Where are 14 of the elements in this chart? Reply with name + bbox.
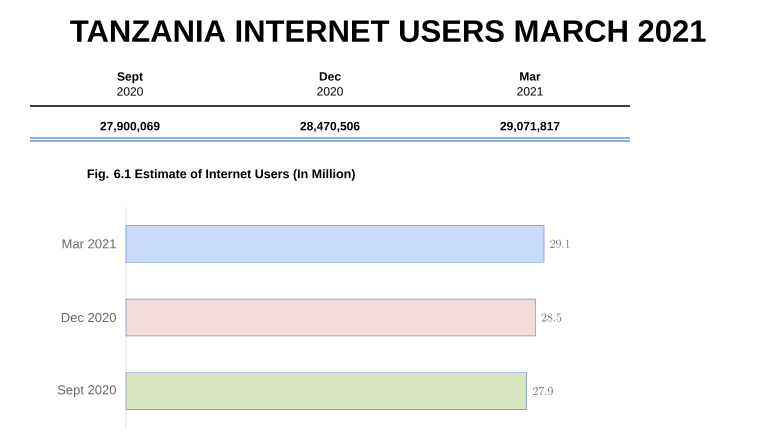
y-tick-label: Sept 2020	[58, 385, 116, 398]
data-label: 28.5	[542, 313, 562, 322]
data-label: 29. 1	[550, 240, 570, 248]
text: TANZANIA INTERNET USERS MARCH 2021	[70, 20, 706, 42]
chart-title: Fig. 6.1 Estimate of Internet Users (In Million)	[88, 169, 355, 181]
y-tick-label: Dec 2020	[62, 312, 116, 322]
category-label: Dec 2020	[317, 72, 343, 96]
y-tick-label: Mar 2021	[62, 239, 116, 248]
category-label: Sept 2020	[117, 72, 143, 96]
data-label: 27,900,069	[100, 122, 160, 132]
category-label: Mar 2021	[517, 72, 543, 96]
data-label: 27.9	[532, 386, 553, 396]
data-label: 29,071,817	[500, 122, 560, 132]
data-label: 28,470,506	[300, 122, 360, 132]
